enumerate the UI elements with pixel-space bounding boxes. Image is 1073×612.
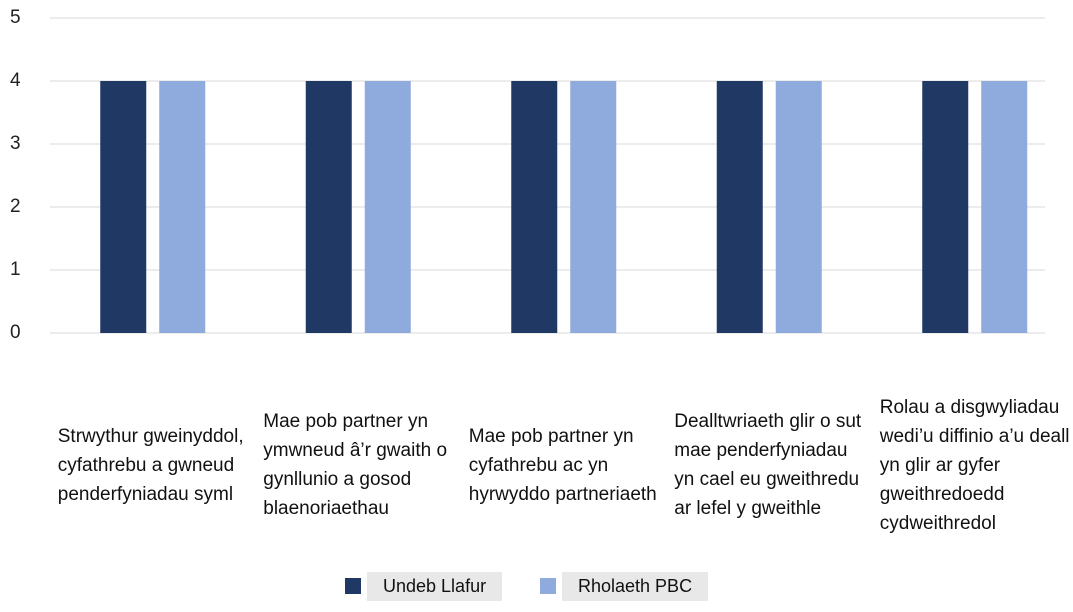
y-tick-label: 0: [10, 322, 21, 343]
legend-swatch: [345, 578, 361, 594]
bar: [922, 81, 969, 333]
bar: [305, 81, 352, 333]
legend-entry: Rholaeth PBC: [540, 568, 709, 604]
legend-label: Rholaeth PBC: [562, 571, 709, 601]
bar: [364, 81, 411, 333]
bar: [775, 81, 822, 333]
x-tick-label: Strwythur gweinyddol, cyfathrebu a gwneu…: [57, 425, 244, 505]
y-tick-label: 2: [10, 196, 21, 217]
x-tick-label: Dealltwriaeth glir o sut mae penderfynia…: [674, 411, 862, 519]
bar: [716, 81, 763, 333]
legend-swatch: [540, 578, 556, 594]
x-tick-label: Mae pob partner yn cyfathrebu ac yn hyrw…: [468, 425, 657, 505]
y-tick-label: 3: [10, 133, 21, 154]
y-tick-label: 4: [10, 70, 21, 91]
x-tick-label: Rolau a disgwyliadau wedi’u diffinio a’u…: [879, 396, 1070, 534]
bar: [981, 81, 1028, 333]
bar: [100, 81, 147, 333]
y-tick-label: 1: [10, 259, 21, 280]
x-tick-label: Mae pob partner yn ymwneud â’r gwaith o …: [263, 411, 448, 519]
legend-label: Undeb Llafur: [367, 571, 503, 601]
bar: [159, 81, 206, 333]
y-tick-label: 5: [10, 7, 21, 28]
legend-entry: Undeb Llafur: [345, 568, 503, 604]
bar: [511, 81, 558, 333]
bar: [570, 81, 617, 333]
